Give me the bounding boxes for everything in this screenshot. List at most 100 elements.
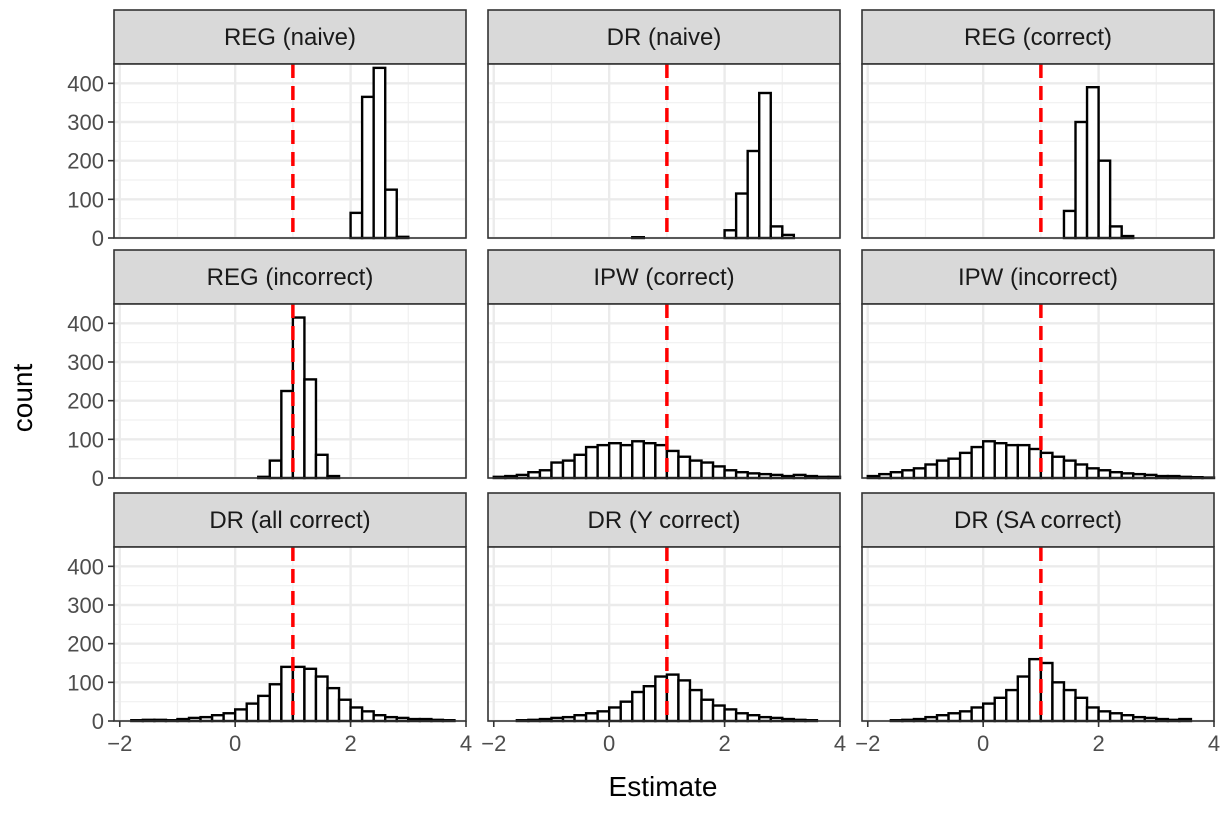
y-tick-label: 200 xyxy=(67,149,104,174)
facet-strip-label: DR (naive) xyxy=(607,24,722,51)
histogram-bar xyxy=(563,461,575,478)
histogram-bar xyxy=(983,441,995,478)
histogram-bar xyxy=(609,707,621,721)
histogram-bar xyxy=(937,461,949,478)
histogram-bar xyxy=(258,696,270,721)
histogram-bar xyxy=(736,713,748,721)
histogram-bar xyxy=(702,700,714,721)
histogram-bar xyxy=(374,68,386,238)
histogram-bar xyxy=(1087,87,1099,238)
histogram-bar xyxy=(725,470,737,478)
histogram-bar xyxy=(374,715,386,721)
histogram-bar xyxy=(972,707,984,721)
y-tick-label: 200 xyxy=(67,389,104,414)
histogram-bar xyxy=(713,706,725,721)
histogram-bar xyxy=(224,713,236,721)
histogram-bar xyxy=(362,97,374,238)
x-axis-title: Estimate xyxy=(609,771,718,802)
histogram-bar xyxy=(902,470,914,478)
panel-background xyxy=(488,64,840,238)
histogram-bar xyxy=(235,709,247,721)
histogram-bar xyxy=(995,698,1007,721)
x-tick-label: 4 xyxy=(834,731,846,756)
histogram-bar xyxy=(316,455,328,478)
histogram-bar xyxy=(385,190,397,238)
facet-strip-label: IPW (correct) xyxy=(593,264,734,291)
histogram-bar xyxy=(247,704,259,721)
x-tick-label: 2 xyxy=(718,731,730,756)
facets-layer: REG (naive) 0 100 200 300 400 DR (naive) REG (c… xyxy=(67,10,1220,756)
histogram-bar xyxy=(771,226,783,238)
x-tick-label: 0 xyxy=(603,731,615,756)
histogram-bar xyxy=(1064,211,1076,238)
y-tick-label: 300 xyxy=(67,593,104,618)
histogram-bar xyxy=(891,472,903,478)
histogram-bar xyxy=(690,461,702,478)
x-tick-label: −2 xyxy=(481,731,506,756)
histogram-bar xyxy=(621,445,633,478)
x-tick-label: 4 xyxy=(460,731,472,756)
histogram-bar xyxy=(632,441,644,478)
histogram-bar xyxy=(270,461,282,478)
histogram-bar xyxy=(551,463,563,478)
histogram-bar xyxy=(713,466,725,478)
histogram-bar xyxy=(644,443,656,478)
histogram-bar xyxy=(1122,715,1134,721)
histogram-bar xyxy=(1076,698,1088,721)
x-tick-label: 2 xyxy=(344,731,356,756)
histogram-bar xyxy=(995,443,1007,478)
histogram-bar xyxy=(748,151,760,238)
histogram-bar xyxy=(937,715,949,721)
y-tick-label: 300 xyxy=(67,110,104,135)
x-tick-label: −2 xyxy=(855,731,880,756)
histogram-bar xyxy=(1099,711,1111,721)
histogram-bar xyxy=(644,686,656,721)
histogram-bar xyxy=(586,713,598,721)
histogram-bar xyxy=(949,713,961,721)
histogram-bar xyxy=(759,93,771,238)
histogram-bar xyxy=(598,711,610,721)
histogram-bar xyxy=(328,688,340,721)
facet-strip-label: REG (incorrect) xyxy=(207,264,374,291)
histogram-bar xyxy=(1006,690,1018,721)
facet-panel: DR (naive) xyxy=(488,10,840,238)
histogram-bar xyxy=(575,715,587,721)
histogram-bar xyxy=(748,715,760,721)
histogram-bar xyxy=(598,445,610,478)
panel-background xyxy=(862,64,1214,238)
histogram-bar xyxy=(1110,226,1122,238)
histogram-bar xyxy=(609,443,621,478)
histogram-bar xyxy=(316,677,328,721)
y-tick-label: 100 xyxy=(67,670,104,695)
histogram-bar xyxy=(304,669,316,721)
histogram-bar xyxy=(540,470,552,478)
histogram-bar xyxy=(1064,461,1076,478)
histogram-bar xyxy=(702,463,714,478)
x-tick-label: 4 xyxy=(1208,731,1220,756)
facet-panel: REG (correct) xyxy=(862,10,1214,238)
facet-strip-label: DR (SA correct) xyxy=(954,507,1122,534)
histogram-bar xyxy=(1052,682,1064,721)
histogram-bar xyxy=(1110,472,1122,478)
histogram-bar xyxy=(339,700,351,721)
histogram-bar xyxy=(678,680,690,721)
facet-strip-label: REG (naive) xyxy=(224,24,356,51)
facet-strip-label: IPW (incorrect) xyxy=(958,264,1118,291)
facet-strip-label: REG (correct) xyxy=(964,24,1112,51)
y-tick-label: 400 xyxy=(67,71,104,96)
histogram-bar xyxy=(632,692,644,721)
y-tick-label: 400 xyxy=(67,311,104,336)
histogram-bar xyxy=(960,711,972,721)
histogram-bar xyxy=(270,684,282,721)
histogram-bar xyxy=(351,213,363,238)
histogram-bar xyxy=(621,702,633,721)
x-tick-label: −2 xyxy=(107,731,132,756)
histogram-bar xyxy=(960,453,972,478)
histogram-bar xyxy=(972,447,984,478)
facet-panel: IPW (incorrect) xyxy=(862,250,1214,478)
facet-panel: IPW (correct) xyxy=(488,250,840,478)
